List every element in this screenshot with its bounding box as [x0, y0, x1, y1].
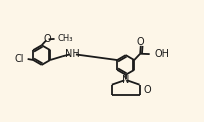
Text: Cl: Cl	[14, 54, 24, 64]
Text: O: O	[43, 34, 51, 44]
Text: O: O	[144, 85, 152, 95]
Text: NH: NH	[65, 49, 80, 59]
Text: CH₃: CH₃	[58, 34, 73, 43]
Text: O: O	[137, 37, 145, 47]
Text: OH: OH	[154, 49, 169, 59]
Text: N: N	[122, 75, 129, 85]
